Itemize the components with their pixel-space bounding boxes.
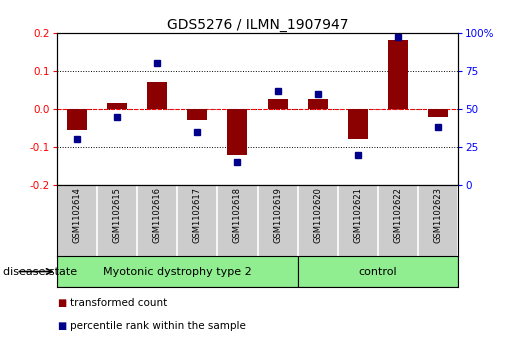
Text: GSM1102618: GSM1102618: [233, 187, 242, 243]
Text: GSM1102619: GSM1102619: [273, 187, 282, 243]
Title: GDS5276 / ILMN_1907947: GDS5276 / ILMN_1907947: [167, 18, 348, 32]
Text: GSM1102615: GSM1102615: [112, 187, 122, 243]
Bar: [348, 109, 368, 139]
Text: disease state: disease state: [3, 266, 77, 277]
Text: GSM1102621: GSM1102621: [353, 187, 363, 243]
Bar: [308, 99, 328, 109]
Text: GSM1102620: GSM1102620: [313, 187, 322, 243]
Text: GSM1102616: GSM1102616: [152, 187, 162, 243]
Bar: [107, 103, 127, 109]
Text: GSM1102622: GSM1102622: [393, 187, 403, 243]
Bar: [298, 256, 458, 287]
Text: Myotonic dystrophy type 2: Myotonic dystrophy type 2: [103, 266, 251, 277]
Text: ■: ■: [57, 321, 66, 331]
Bar: [228, 109, 248, 155]
Text: GSM1102623: GSM1102623: [434, 187, 443, 243]
Bar: [147, 82, 167, 109]
Bar: [268, 99, 287, 109]
Text: GSM1102614: GSM1102614: [72, 187, 81, 243]
Text: percentile rank within the sample: percentile rank within the sample: [70, 321, 246, 331]
Bar: [428, 109, 448, 117]
Text: GSM1102617: GSM1102617: [193, 187, 202, 243]
Bar: [187, 109, 208, 120]
Text: control: control: [359, 266, 398, 277]
Bar: [57, 256, 298, 287]
Bar: [388, 40, 408, 109]
Text: ■: ■: [57, 298, 66, 308]
Text: transformed count: transformed count: [70, 298, 167, 308]
Bar: [66, 109, 87, 130]
